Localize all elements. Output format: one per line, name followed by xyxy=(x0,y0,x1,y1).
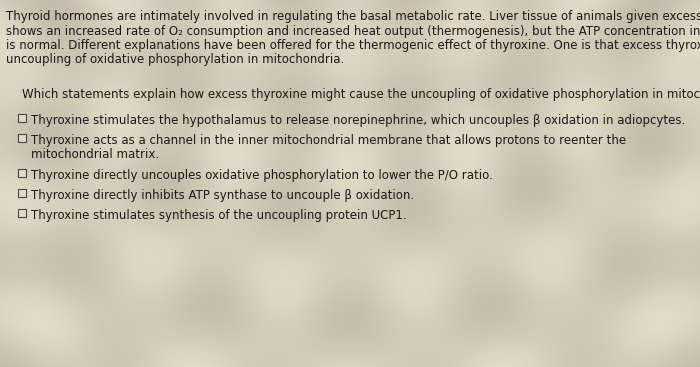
Bar xyxy=(18,169,26,177)
Text: Thyroxine acts as a channel in the inner mitochondrial membrane that allows prot: Thyroxine acts as a channel in the inner… xyxy=(31,134,626,147)
Text: mitochondrial matrix.: mitochondrial matrix. xyxy=(31,149,159,161)
Bar xyxy=(18,134,26,142)
Text: Thyroxine stimulates the hypothalamus to release norepinephrine, which uncouples: Thyroxine stimulates the hypothalamus to… xyxy=(31,114,685,127)
Text: uncoupling of oxidative phosphorylation in mitochondria.: uncoupling of oxidative phosphorylation … xyxy=(6,54,344,66)
Text: Which statements explain how excess thyroxine might cause the uncoupling of oxid: Which statements explain how excess thyr… xyxy=(22,88,700,101)
Text: Thyroxine directly inhibits ATP synthase to uncouple β oxidation.: Thyroxine directly inhibits ATP synthase… xyxy=(31,189,414,202)
Text: shows an increased rate of O₂ consumption and increased heat output (thermogenes: shows an increased rate of O₂ consumptio… xyxy=(6,25,700,37)
Bar xyxy=(18,209,26,217)
Text: Thyroxine directly uncouples oxidative phosphorylation to lower the P/O ratio.: Thyroxine directly uncouples oxidative p… xyxy=(31,169,493,182)
Bar xyxy=(18,189,26,197)
Bar xyxy=(18,114,26,122)
Text: Thyroid hormones are intimately involved in regulating the basal metabolic rate.: Thyroid hormones are intimately involved… xyxy=(6,10,700,23)
Text: Thyroxine stimulates synthesis of the uncoupling protein UCP1.: Thyroxine stimulates synthesis of the un… xyxy=(31,209,407,222)
Text: is normal. Different explanations have been offered for the thermogenic effect o: is normal. Different explanations have b… xyxy=(6,39,700,52)
